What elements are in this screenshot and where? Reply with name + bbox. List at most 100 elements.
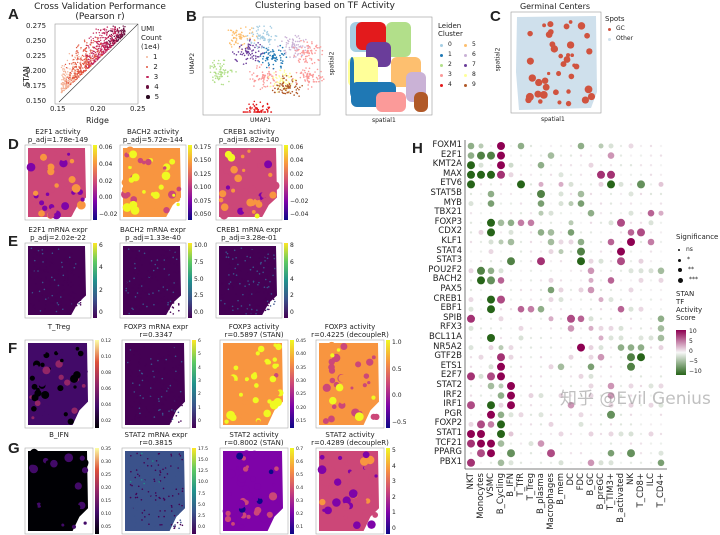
legend-item: 5 (141, 92, 162, 102)
dot (509, 144, 513, 148)
scatter-point (64, 72, 67, 74)
scatter-point (85, 56, 87, 58)
umap-point (268, 106, 271, 109)
scatter-point (77, 45, 79, 47)
umap-point (310, 74, 312, 76)
dot (549, 192, 553, 196)
scatter-point (86, 63, 89, 66)
umap-point (214, 75, 216, 77)
umap-point (249, 106, 252, 108)
dot (607, 410, 615, 419)
scatter-point (95, 28, 97, 30)
scatter-point (73, 63, 75, 66)
legend-marker (146, 95, 150, 99)
column-label: T_TIM3+ (605, 473, 616, 511)
dot (649, 250, 653, 253)
umap-point (229, 42, 231, 44)
dot (508, 162, 514, 168)
dot (529, 346, 533, 349)
dot (537, 257, 545, 266)
dot (567, 325, 575, 332)
scatter-point (80, 66, 83, 68)
dot (469, 384, 473, 388)
dot (539, 327, 543, 330)
dot (517, 305, 525, 313)
dot (529, 240, 533, 244)
umap-point (310, 86, 313, 88)
dot (599, 212, 603, 215)
dot (549, 308, 553, 311)
scatter-point (105, 34, 108, 36)
dot (559, 375, 563, 378)
dot (648, 220, 654, 226)
scatter-point (99, 37, 101, 39)
scatter-point (92, 46, 94, 48)
scatter-point (62, 75, 64, 78)
dot (499, 288, 503, 292)
dot (579, 221, 583, 224)
scatter-point (88, 37, 90, 39)
umap-point (262, 55, 265, 58)
dot (518, 325, 524, 331)
scatter-point (91, 55, 94, 57)
dot (529, 231, 533, 234)
dot (618, 181, 624, 187)
scatter-point (80, 56, 83, 58)
dot (658, 181, 664, 187)
dot (539, 144, 543, 148)
scatter-point (110, 30, 112, 32)
umap-point (270, 50, 272, 53)
dot (549, 164, 553, 167)
scatter-point (82, 62, 84, 65)
dot (589, 144, 593, 148)
scatter-point (66, 87, 68, 89)
size-legend-item: *** (678, 276, 698, 284)
scatter-point (83, 61, 85, 63)
dot (559, 336, 563, 340)
dot (639, 202, 643, 205)
scatter-point (115, 31, 117, 33)
scatter-point (61, 84, 63, 86)
dot (489, 461, 493, 464)
scatter-point (61, 65, 63, 67)
scatter-point (81, 59, 84, 61)
dot (639, 375, 643, 378)
color-legend-gradient (676, 330, 686, 375)
size-label: * (687, 256, 690, 263)
dot (629, 202, 633, 205)
umap-point (266, 58, 269, 61)
umap-point (272, 79, 275, 82)
dot (467, 430, 475, 438)
dot (599, 432, 603, 436)
scatter-point (124, 25, 126, 28)
dot (487, 401, 495, 410)
dot (507, 401, 515, 410)
umap-point (262, 83, 265, 86)
scatter-point (86, 60, 88, 62)
scatter-point (73, 78, 76, 80)
dot (509, 192, 513, 196)
dot (609, 308, 613, 311)
dot (569, 250, 573, 253)
scatter-point (97, 57, 100, 59)
dot (568, 201, 574, 207)
scatter-point (101, 32, 104, 34)
dot (539, 221, 543, 224)
umap-point (214, 77, 217, 80)
y-tick-label: 0.150 (26, 97, 47, 105)
dot (609, 442, 613, 445)
scatter-point (71, 54, 73, 57)
dot (537, 440, 545, 447)
umap-point (265, 47, 268, 50)
dot (519, 164, 523, 167)
scatter-point (90, 60, 92, 62)
dot (539, 336, 543, 340)
scatter-point (61, 89, 63, 92)
scatter-point (89, 53, 91, 55)
scatter-point (117, 40, 119, 42)
dot (628, 431, 634, 437)
dot (469, 356, 473, 359)
dot (467, 372, 475, 381)
dot (468, 268, 474, 274)
